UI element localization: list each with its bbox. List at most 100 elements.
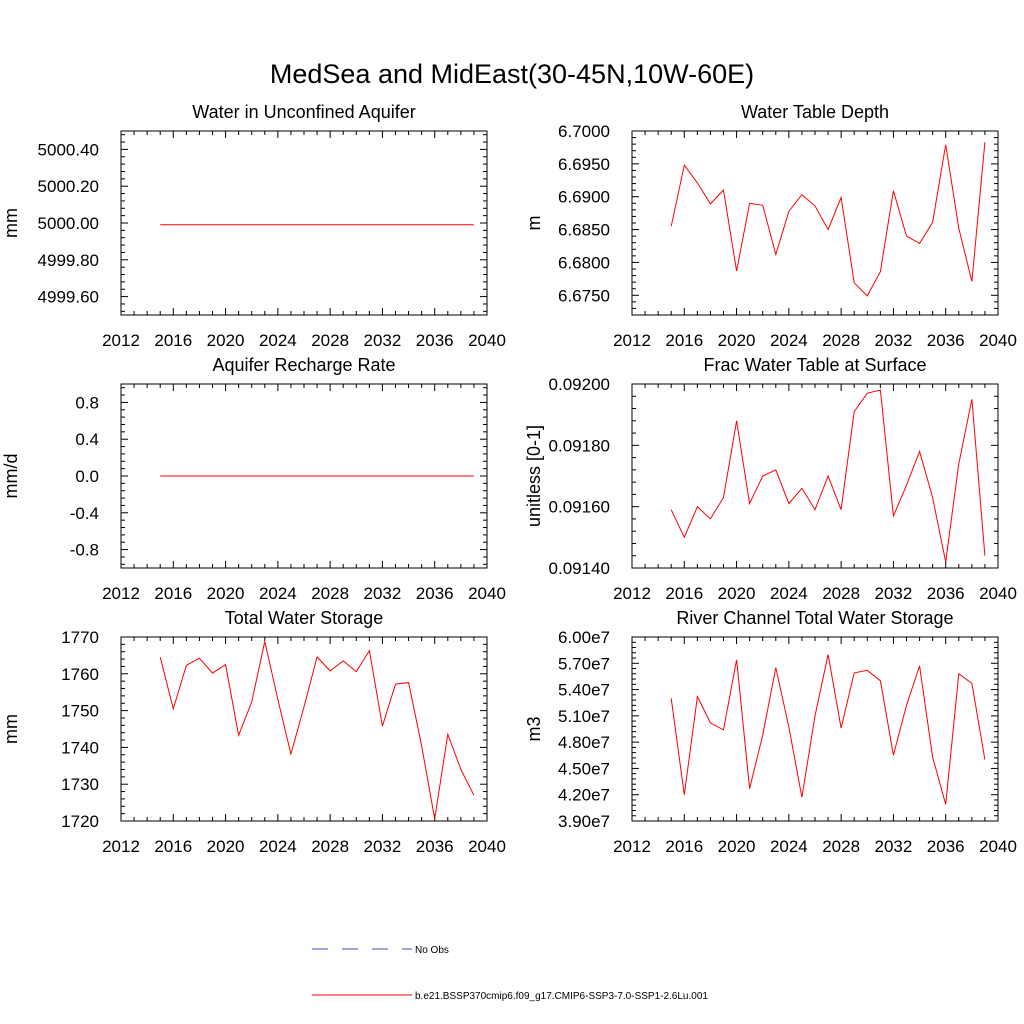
y-tick-label: 6.6950 — [558, 155, 610, 174]
data-point — [670, 225, 673, 228]
x-tick-label: 2036 — [416, 837, 454, 856]
panel-water-in-unconfined-aquifer: Water in Unconfined Aquifer 2012 2016 2020 2… — [1, 102, 506, 350]
data-point — [289, 223, 292, 226]
panel-title: Water in Unconfined Aquifer — [192, 102, 415, 122]
y-tick-label: 5000.20 — [38, 177, 99, 196]
x-tick-label: 2012 — [102, 331, 140, 350]
legend: No Obs b.e21.BSSP370cmip6.f09_g17.CMIP6-… — [312, 945, 708, 1002]
data-point — [355, 223, 358, 226]
data-point — [211, 672, 214, 675]
y-tick-label: 4999.80 — [38, 251, 99, 270]
y-tick-label: 0.09140 — [549, 559, 610, 578]
data-point — [957, 672, 960, 675]
data-point — [892, 754, 895, 757]
data-point — [918, 450, 921, 453]
data-point — [459, 768, 462, 771]
data-point — [368, 475, 371, 478]
x-tick-label: 2028 — [311, 584, 349, 603]
data-point — [931, 221, 934, 224]
data-point — [905, 484, 908, 487]
data-point — [827, 475, 830, 478]
data-point — [329, 475, 332, 478]
data-point — [381, 725, 384, 728]
data-point — [970, 398, 973, 401]
panels: Water in Unconfined Aquifer 2012 2016 2020 2… — [1, 102, 1017, 856]
x-tick-label: 2032 — [364, 331, 402, 350]
x-tick-label: 2032 — [875, 837, 913, 856]
x-tick-label: 2032 — [875, 331, 913, 350]
data-point — [185, 664, 188, 667]
x-tick-label: 2040 — [979, 331, 1017, 350]
data-point — [722, 728, 725, 731]
y-tick-label: 0.4 — [75, 430, 99, 449]
data-point — [866, 392, 869, 395]
data-point — [329, 669, 332, 672]
data-point — [159, 656, 162, 659]
series-line — [670, 389, 986, 562]
x-tick-label: 2040 — [468, 837, 506, 856]
y-axis-label: unitless [0-1] — [524, 425, 544, 527]
data-point — [172, 475, 175, 478]
data-point — [970, 280, 973, 283]
data-point — [735, 658, 738, 661]
data-point — [787, 210, 790, 213]
x-tick-label: 2020 — [207, 331, 245, 350]
data-point — [683, 164, 686, 167]
data-point — [918, 664, 921, 667]
x-tick-label: 2012 — [613, 584, 651, 603]
data-point — [853, 281, 856, 284]
y-tick-label: 6.00e7 — [558, 628, 610, 647]
data-point — [250, 475, 253, 478]
data-point — [761, 734, 764, 737]
x-tick-label: 2020 — [207, 837, 245, 856]
data-point — [879, 389, 882, 392]
data-point — [250, 223, 253, 226]
legend-no-obs-label: No Obs — [415, 945, 449, 956]
data-point — [761, 204, 764, 207]
x-tick-label: 2024 — [770, 837, 808, 856]
y-tick-label: 6.6750 — [558, 286, 610, 305]
data-point — [159, 475, 162, 478]
panel-title: Frac Water Table at Surface — [703, 355, 926, 375]
x-tick-label: 2024 — [259, 584, 297, 603]
x-tick-label: 2024 — [770, 331, 808, 350]
data-point — [696, 695, 699, 698]
data-point — [159, 223, 162, 226]
y-tick-label: -0.8 — [70, 541, 99, 560]
data-point — [970, 682, 973, 685]
x-tick-label: 2040 — [468, 584, 506, 603]
data-point — [944, 143, 947, 146]
x-tick-label: 2032 — [364, 584, 402, 603]
data-point — [433, 817, 436, 820]
data-point — [433, 223, 436, 226]
data-point — [407, 223, 410, 226]
data-point — [787, 726, 790, 729]
data-point — [735, 269, 738, 272]
y-axis-label: mm — [1, 208, 21, 238]
data-point — [381, 475, 384, 478]
data-point — [866, 294, 869, 297]
data-point — [329, 223, 332, 226]
y-tick-label: 0.09160 — [549, 498, 610, 517]
x-tick-label: 2036 — [416, 331, 454, 350]
data-point — [342, 223, 345, 226]
y-tick-label: 1740 — [61, 738, 99, 757]
x-tick-label: 2040 — [468, 331, 506, 350]
data-point — [709, 721, 712, 724]
series-line — [670, 142, 986, 297]
data-point — [303, 705, 306, 708]
data-point — [446, 475, 449, 478]
x-tick-label: 2020 — [718, 331, 756, 350]
data-point — [670, 697, 673, 700]
data-point — [800, 487, 803, 490]
x-tick-label: 2016 — [154, 331, 192, 350]
x-tick-label: 2032 — [875, 584, 913, 603]
data-point — [224, 475, 227, 478]
data-point — [814, 204, 817, 207]
x-tick-label: 2028 — [822, 584, 860, 603]
data-point — [774, 666, 777, 669]
data-point — [892, 514, 895, 517]
data-point — [446, 223, 449, 226]
y-tick-label: 6.6850 — [558, 221, 610, 240]
